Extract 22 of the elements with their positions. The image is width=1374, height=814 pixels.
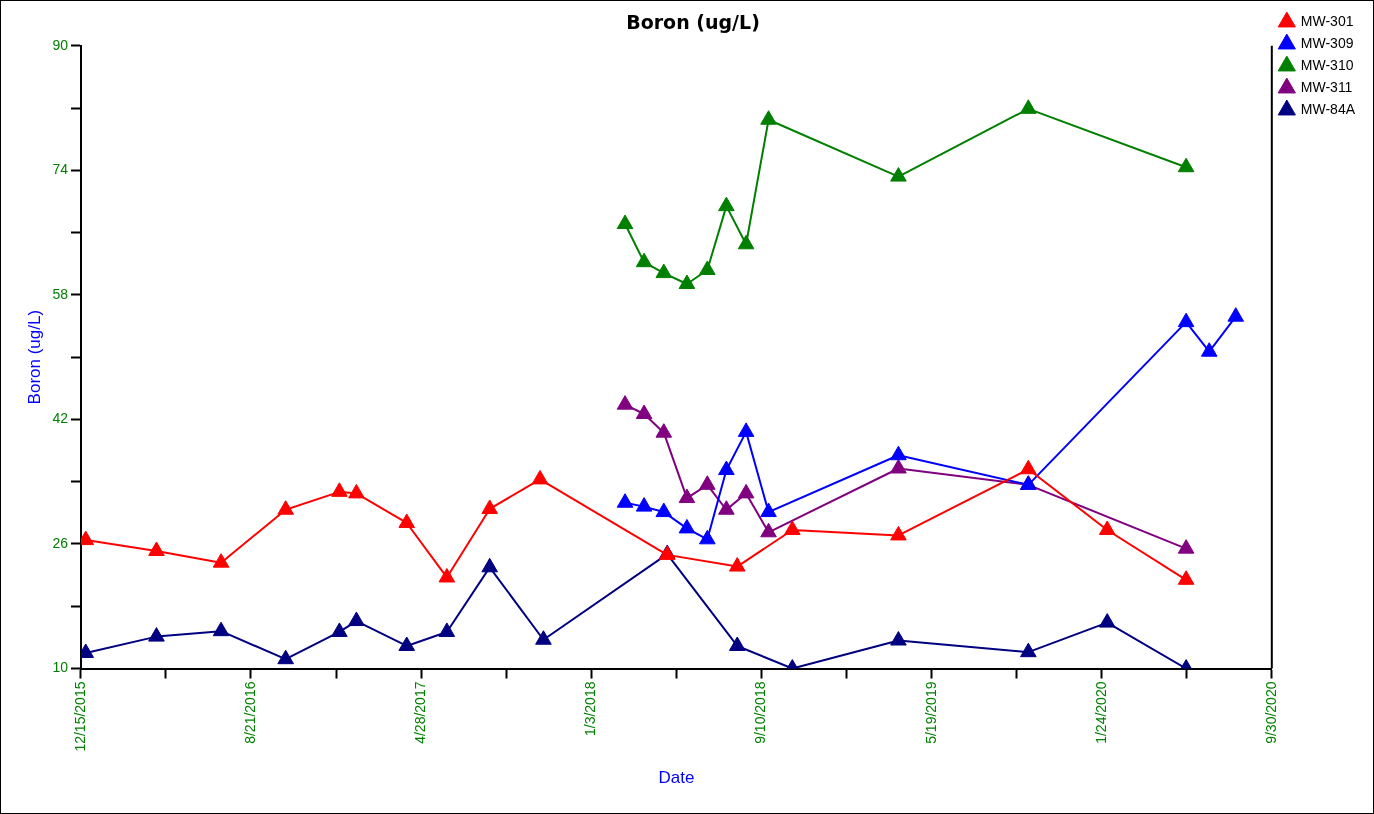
- x-axis-title: Date: [658, 768, 695, 788]
- x-tick-label: 9/10/2018: [751, 681, 768, 744]
- legend-label: MW-301: [1300, 12, 1354, 29]
- y-tick-label: 26: [52, 534, 69, 551]
- y-tick-label: 42: [52, 410, 69, 427]
- chart-title: Boron (ug/L): [626, 11, 760, 34]
- y-tick-label: 90: [52, 36, 69, 53]
- y-tick-label: 10: [52, 659, 69, 676]
- x-tick-label: 9/30/2020: [1262, 681, 1279, 744]
- y-axis-title: Boron (ug/L): [24, 309, 44, 405]
- x-tick-label: 5/19/2019: [922, 681, 939, 744]
- x-tick-label: 1/24/2020: [1092, 681, 1109, 744]
- x-tick-label: 12/15/2015: [71, 681, 88, 752]
- y-tick-label: 58: [52, 285, 69, 302]
- y-tick-label: 74: [52, 161, 69, 178]
- legend-label: MW-84A: [1300, 100, 1356, 117]
- x-tick-label: 8/21/2016: [241, 681, 258, 744]
- x-tick-label: 4/28/2017: [411, 681, 428, 744]
- legend-label: MW-309: [1300, 34, 1354, 51]
- x-tick-label: 1/3/2018: [581, 681, 598, 737]
- legend-label: MW-310: [1300, 56, 1354, 73]
- legend-label: MW-311: [1300, 78, 1353, 95]
